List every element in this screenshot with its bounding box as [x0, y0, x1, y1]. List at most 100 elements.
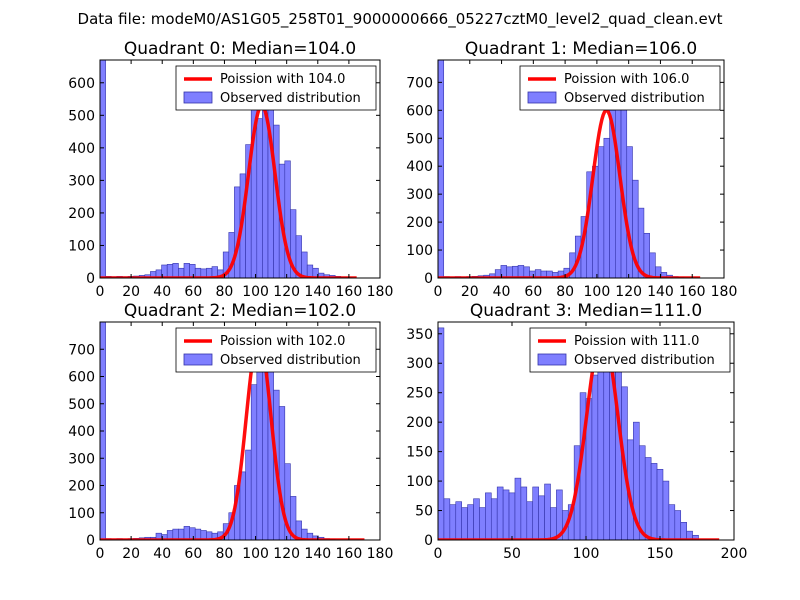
- poisson-curve: [100, 336, 365, 540]
- histogram-bar: [183, 526, 190, 540]
- panel-2: Quadrant 2: Median=102.00 20 40 60 80 100 120 1…: [68, 301, 393, 562]
- x-tick-label: 20: [461, 284, 479, 300]
- y-tick-label: 600: [406, 103, 433, 119]
- histogram-bar: [467, 504, 474, 540]
- histogram-bar: [674, 510, 682, 540]
- histogram-bar: [449, 504, 457, 540]
- legend-bar-swatch: [527, 91, 557, 104]
- histogram-bar: [662, 480, 670, 540]
- legend-label-observed: Observed distribution: [564, 91, 705, 106]
- x-tick-label: 160: [336, 546, 363, 562]
- x-tick-label: 40: [493, 284, 511, 300]
- x-tick-label: 50: [503, 546, 521, 562]
- x-tick-label: 180: [367, 284, 394, 300]
- legend-bar-swatch: [183, 353, 213, 366]
- y-tick-label: 100: [68, 238, 95, 254]
- x-tick-label: 20: [122, 284, 140, 300]
- y-tick-label: 400: [68, 141, 95, 157]
- histogram-bar: [538, 495, 545, 540]
- histogram-bar: [692, 534, 699, 540]
- legend-bar-swatch: [183, 91, 213, 104]
- y-tick-label: 150: [406, 445, 433, 461]
- histogram-bar: [189, 264, 196, 278]
- x-tick-label: 100: [573, 546, 600, 562]
- histogram-bars: [438, 327, 699, 540]
- x-tick-label: 60: [524, 284, 542, 300]
- histogram-bar: [615, 362, 622, 540]
- figure-suptitle: Data file: modeM0/AS1G05_258T01_90000006…: [78, 10, 723, 29]
- histogram-bar: [526, 501, 534, 540]
- panel-title: Quadrant 0: Median=104.0: [124, 39, 356, 59]
- y-tick-label: 200: [68, 206, 95, 222]
- x-tick-label: 100: [584, 284, 611, 300]
- y-tick-label: 600: [68, 76, 95, 92]
- legend-label-observed: Observed distribution: [220, 91, 361, 106]
- y-tick-label: 400: [406, 159, 433, 175]
- histogram-bar: [544, 483, 551, 540]
- histogram-bar: [455, 501, 462, 540]
- y-tick-label: 500: [68, 397, 95, 413]
- histogram-bar: [461, 507, 468, 540]
- histogram-bar: [485, 492, 492, 540]
- legend-label-poisson: Poission with 111.0: [574, 334, 699, 349]
- x-tick-label: 140: [304, 546, 331, 562]
- y-tick-label: 300: [406, 356, 433, 372]
- y-tick-label: 0: [86, 533, 95, 549]
- histogram-bar: [443, 498, 451, 540]
- histogram-bar: [438, 327, 445, 540]
- histogram-bar: [649, 252, 656, 278]
- legend: Poission with 111.0 Observed distribution: [529, 327, 731, 373]
- x-tick-label: 100: [242, 546, 269, 562]
- y-tick-label: 300: [68, 173, 95, 189]
- y-tick-label: 250: [406, 386, 433, 402]
- x-tick-label: 120: [615, 284, 642, 300]
- histogram-bar: [256, 118, 263, 278]
- poisson-curve: [438, 108, 701, 278]
- x-tick-label: 60: [184, 546, 202, 562]
- histogram-bar: [183, 263, 190, 278]
- histogram-bar: [438, 60, 445, 278]
- x-tick-label: 0: [434, 546, 443, 562]
- x-tick-label: 120: [273, 546, 300, 562]
- legend-label-observed: Observed distribution: [220, 353, 361, 368]
- panel-0: Quadrant 0: Median=104.00 20 40 60 80 100 120 1…: [68, 39, 393, 300]
- x-tick-label: 20: [122, 546, 140, 562]
- y-tick-label: 0: [86, 271, 95, 287]
- panel-3: Quadrant 3: Median=111.0 0 50 100 150 200 0 50 1…: [406, 301, 747, 562]
- histogram-bar: [520, 486, 528, 540]
- histogram-bar: [532, 486, 539, 540]
- histogram-bar: [473, 498, 480, 540]
- histogram-bar: [512, 265, 519, 278]
- x-tick-label: 140: [304, 284, 331, 300]
- histogram-bar: [172, 263, 179, 278]
- histogram-bar: [256, 368, 263, 540]
- x-tick-label: 120: [273, 284, 300, 300]
- x-tick-label: 140: [647, 284, 674, 300]
- histogram-bar: [603, 368, 610, 540]
- histogram-bar: [239, 471, 246, 540]
- histogram-bar: [189, 527, 196, 540]
- histogram-bar: [668, 504, 676, 540]
- histogram-bar: [100, 60, 106, 278]
- x-tick-label: 100: [242, 284, 269, 300]
- y-tick-label: 350: [406, 327, 433, 343]
- histogram-bar: [250, 384, 258, 540]
- panel-1: Quadrant 1: Median=106.00 20 40 60 80 100 120 1…: [406, 39, 737, 300]
- panel-title: Quadrant 3: Median=111.0: [470, 301, 702, 321]
- histogram-bar: [550, 507, 557, 540]
- y-tick-label: 500: [68, 108, 95, 124]
- x-tick-label: 40: [153, 546, 171, 562]
- y-tick-label: 100: [406, 243, 433, 259]
- histogram-bar: [508, 492, 516, 540]
- legend: Poission with 106.0 Observed distribution: [519, 65, 721, 111]
- y-tick-label: 700: [406, 75, 433, 91]
- histogram-bar: [591, 374, 599, 540]
- x-tick-label: 150: [647, 546, 674, 562]
- histogram-bar: [514, 477, 522, 540]
- x-tick-label: 200: [721, 546, 748, 562]
- axes-frame: [437, 59, 725, 279]
- legend: Poission with 104.0 Observed distribution: [175, 65, 377, 111]
- histogram-bars: [438, 60, 685, 278]
- x-tick-label: 0: [96, 546, 105, 562]
